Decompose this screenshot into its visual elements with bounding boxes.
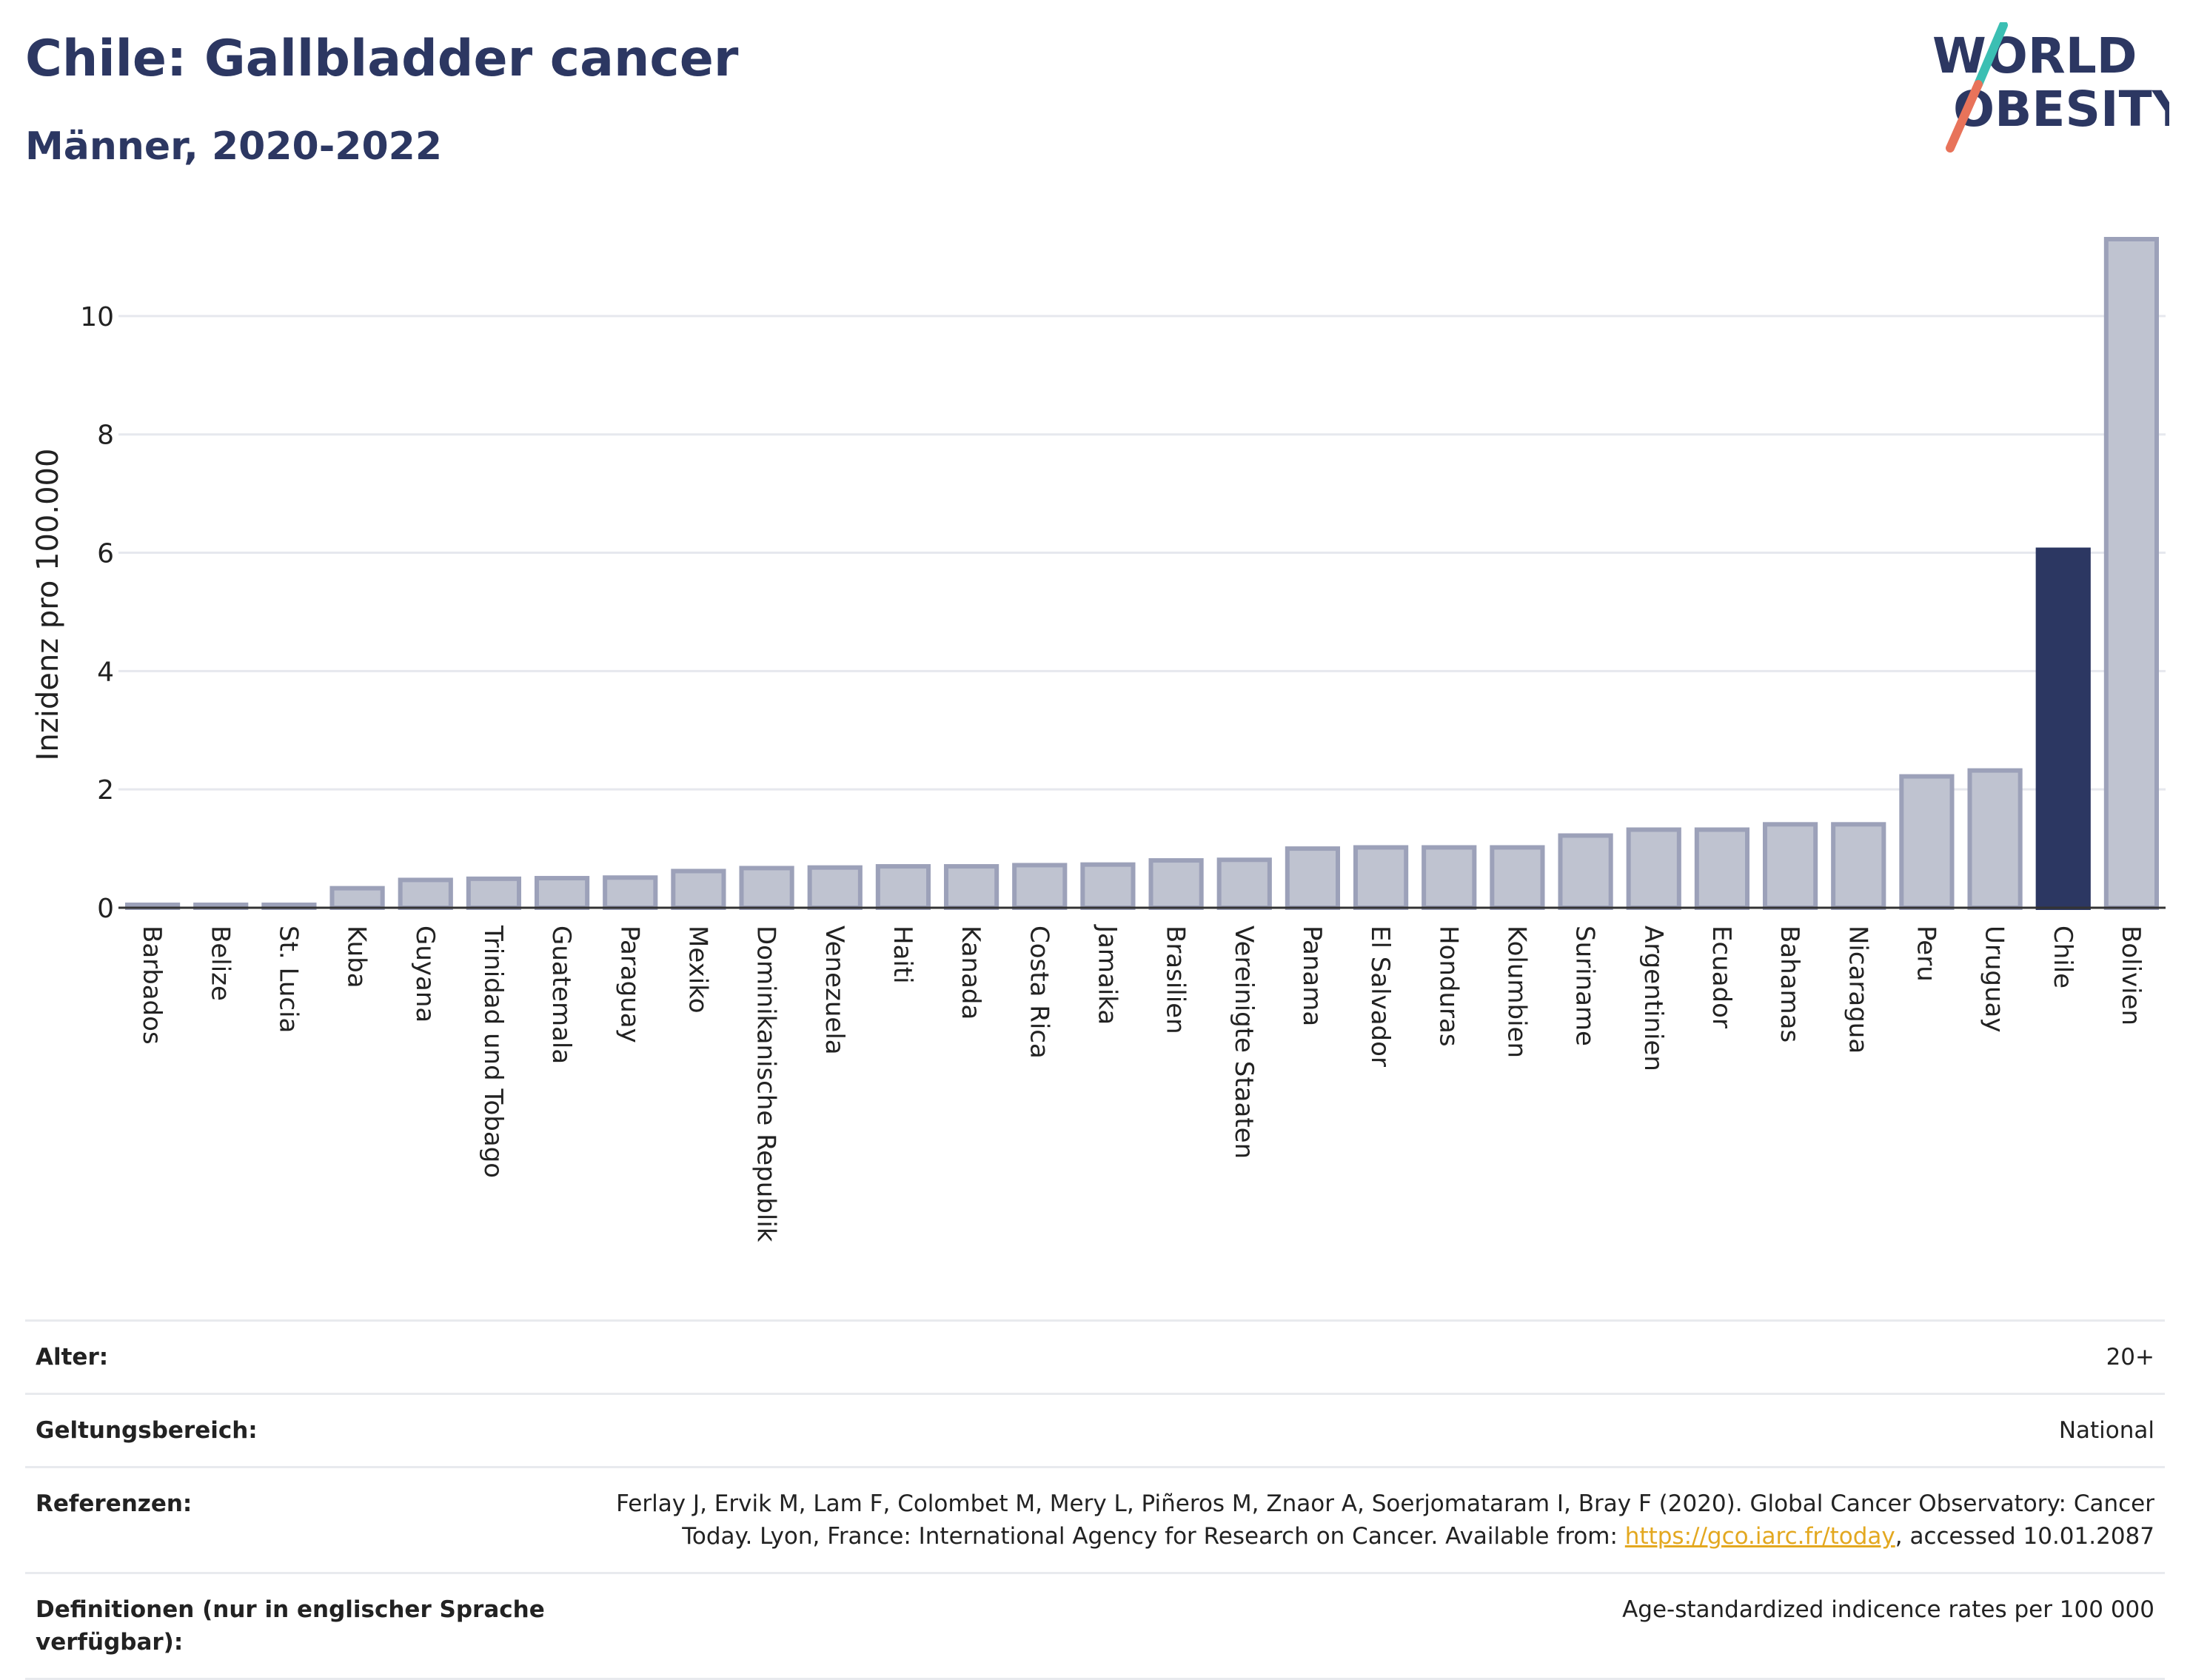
logo-text-world: WORLD bbox=[1932, 27, 2137, 84]
bar-venezuela bbox=[807, 865, 863, 911]
bar-guyana bbox=[398, 877, 453, 911]
bar-peru bbox=[1899, 774, 1955, 910]
x-category-label: Ecuador bbox=[1707, 926, 1736, 1028]
x-category-label: Vereinigte Staaten bbox=[1229, 926, 1259, 1159]
meta-label: Alter: bbox=[36, 1344, 109, 1371]
meta-value: National bbox=[2058, 1417, 2154, 1444]
x-category-label: Trinidad und Tobago bbox=[478, 925, 508, 1178]
y-tick-label: 8 bbox=[97, 421, 114, 451]
y-tick-label: 6 bbox=[97, 539, 114, 569]
bar-chile bbox=[2035, 547, 2091, 910]
x-category-label: Kolumbien bbox=[1501, 926, 1531, 1058]
meta-table: Alter: 20+ Geltungsbereich: National Ref… bbox=[25, 1319, 2165, 1680]
x-category-label: Barbados bbox=[137, 926, 167, 1045]
bar-jamaika bbox=[1080, 862, 1136, 910]
meta-row-references: Referenzen: Ferlay J, Ervik M, Lam F, Co… bbox=[25, 1466, 2165, 1572]
logo-slash-top bbox=[1974, 22, 2008, 89]
bar-panama bbox=[1285, 846, 1341, 910]
bar-costa-rica bbox=[1012, 863, 1068, 911]
x-category-label: Uruguay bbox=[1980, 926, 2009, 1033]
bar-suriname bbox=[1558, 833, 1613, 911]
x-category-label: Honduras bbox=[1433, 926, 1463, 1047]
reference-text: Ferlay J, Ervik M, Lam F, Colombet M, Me… bbox=[616, 1490, 2154, 1550]
x-category-label: Costa Rica bbox=[1024, 926, 1054, 1059]
x-category-label: El Salvador bbox=[1365, 926, 1395, 1067]
x-category-label: Kuba bbox=[342, 926, 372, 988]
x-category-label: Chile bbox=[2048, 926, 2077, 988]
bar-mexiko bbox=[671, 869, 726, 910]
bar-dominikanische-republik bbox=[739, 866, 794, 910]
meta-value: Ferlay J, Ervik M, Lam F, Colombet M, Me… bbox=[554, 1487, 2154, 1553]
x-category-label: Bolivien bbox=[2116, 926, 2146, 1025]
x-category-label: Dominikanische Republik bbox=[751, 926, 781, 1242]
reference-accessed: , accessed 10.01.2087 bbox=[1895, 1523, 2154, 1550]
y-axis-label: Inzidenz pro 100.000 bbox=[31, 449, 65, 761]
x-category-label: Bahamas bbox=[1775, 926, 1804, 1043]
logo-text-obesity: OBESITY bbox=[1953, 81, 2169, 138]
bar-ecuador bbox=[1694, 827, 1750, 910]
bars bbox=[124, 236, 2160, 911]
x-category-label: Kanada bbox=[956, 926, 985, 1020]
bar-bahamas bbox=[1762, 822, 1818, 911]
bar-kanada bbox=[943, 864, 999, 911]
x-category-label: Nicaragua bbox=[1843, 926, 1872, 1054]
y-tick-label: 0 bbox=[97, 894, 114, 924]
meta-label: Definitionen (nur in englischer Sprache … bbox=[36, 1596, 545, 1656]
bar-vereinigte-staaten bbox=[1216, 857, 1272, 910]
x-category-label: Paraguay bbox=[615, 926, 644, 1043]
world-obesity-logo: WORLD OBESITY bbox=[1932, 22, 2169, 153]
bar-chart: 0 2 4 6 8 10 Barbados Belize St. Lucia Kuba Guyan… bbox=[31, 236, 2166, 1242]
x-category-label: Guyana bbox=[410, 926, 440, 1023]
meta-label: Geltungsbereich: bbox=[36, 1417, 258, 1444]
x-category-label: Haiti bbox=[888, 926, 917, 984]
bar-argentinien bbox=[1626, 827, 1681, 910]
y-tick-label: 4 bbox=[97, 657, 114, 687]
x-category-label: Guatemala bbox=[546, 926, 576, 1064]
meta-row-scope: Geltungsbereich: National bbox=[25, 1393, 2165, 1466]
bar-haiti bbox=[875, 864, 931, 911]
bar-trinidad-und-tobago bbox=[466, 876, 522, 911]
x-category-label: Panama bbox=[1297, 926, 1327, 1026]
bar-guatemala bbox=[534, 876, 590, 910]
y-gridlines bbox=[118, 315, 2166, 791]
y-tick-label: 2 bbox=[97, 775, 114, 806]
x-category-label: Venezuela bbox=[820, 926, 849, 1055]
chart-subtitle: Männer, 2020-2022 bbox=[25, 124, 443, 169]
x-category-label: Peru bbox=[1911, 926, 1940, 982]
x-category-label: Mexiko bbox=[683, 926, 712, 1014]
meta-value: Age-standardized indicence rates per 100… bbox=[1622, 1596, 2154, 1623]
bar-kolumbien bbox=[1490, 845, 1545, 910]
bar-nicaragua bbox=[1831, 822, 1886, 911]
x-category-label: Brasilien bbox=[1161, 926, 1191, 1034]
chart-title: Chile: Gallbladder cancer bbox=[25, 30, 739, 88]
x-category-label: Belize bbox=[205, 926, 235, 1001]
y-tick-label: 10 bbox=[80, 302, 114, 332]
meta-value: 20+ bbox=[2106, 1344, 2154, 1371]
logo-slash-bottom bbox=[1946, 80, 1983, 153]
meta-row-definitions: Definitionen (nur in englischer Sprache … bbox=[25, 1572, 2165, 1680]
x-category-label: Argentinien bbox=[1638, 926, 1668, 1071]
x-category-label: St. Lucia bbox=[273, 926, 303, 1033]
bar-uruguay bbox=[1967, 768, 2023, 910]
bar-honduras bbox=[1422, 845, 1477, 910]
bar-bolivien bbox=[2103, 236, 2160, 910]
bar-paraguay bbox=[603, 875, 658, 911]
y-axis-ticks: 0 2 4 6 8 10 bbox=[80, 302, 114, 924]
meta-row-age: Alter: 20+ bbox=[25, 1319, 2165, 1393]
meta-label: Referenzen: bbox=[36, 1490, 192, 1517]
bar-kuba bbox=[329, 886, 385, 910]
bar-brasilien bbox=[1148, 858, 1204, 911]
x-axis-labels: Barbados Belize St. Lucia Kuba Guyana Trinida… bbox=[137, 924, 2146, 1242]
bar-el-salvador bbox=[1353, 845, 1409, 910]
reference-link[interactable]: https://gco.iarc.fr/today bbox=[1624, 1523, 1895, 1550]
x-category-label: Suriname bbox=[1570, 926, 1600, 1046]
x-category-label: Jamaika bbox=[1092, 924, 1122, 1025]
